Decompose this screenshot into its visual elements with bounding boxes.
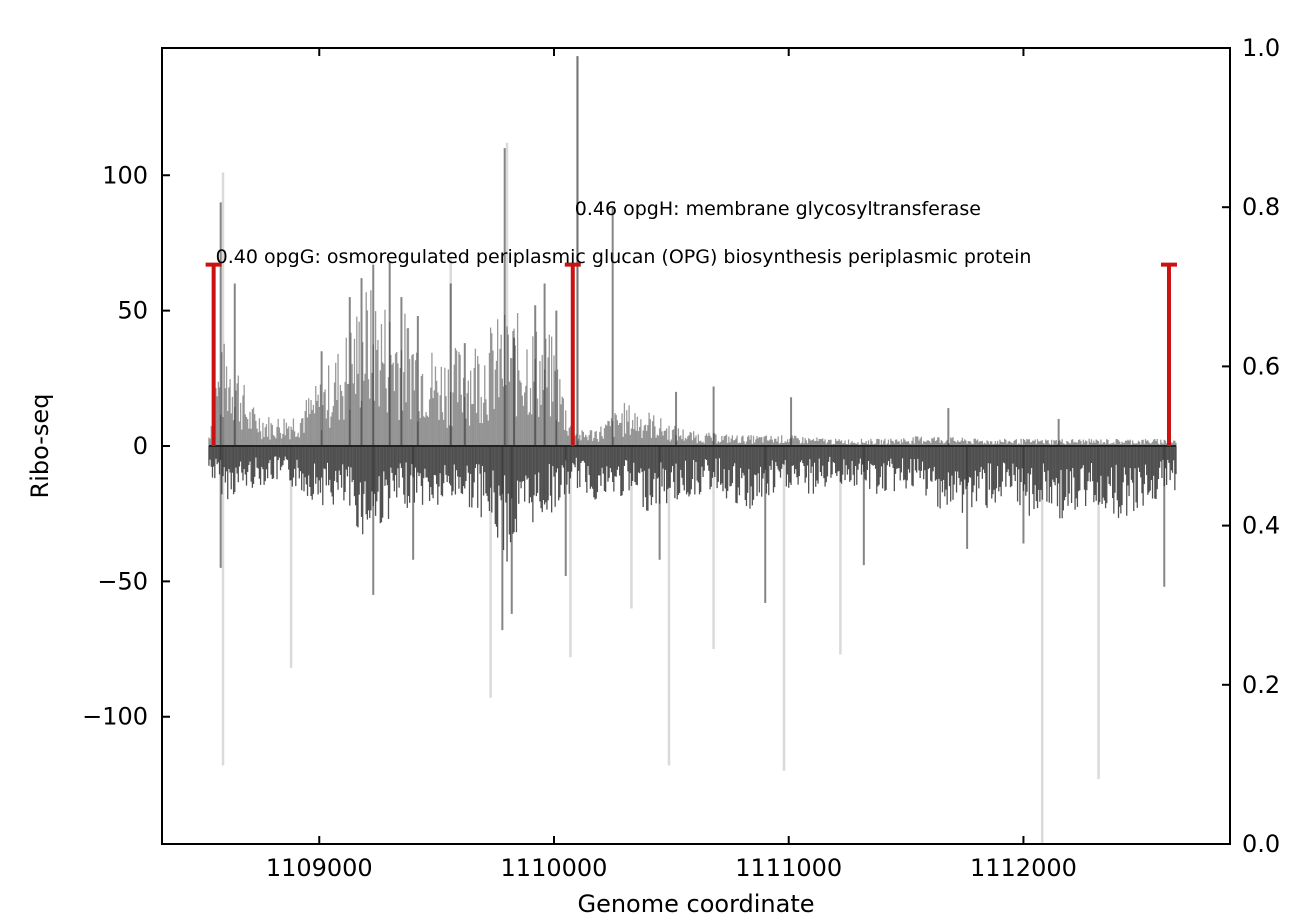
x-tick-label: 1111000 bbox=[735, 854, 842, 882]
gene-label-opgG: 0.40 opgG: osmoregulated periplasmic glu… bbox=[216, 246, 1032, 268]
y2-tick-label: 1.0 bbox=[1242, 34, 1280, 62]
y2-tick-label: 0.6 bbox=[1242, 352, 1280, 380]
y-tick-label: 100 bbox=[102, 161, 148, 189]
y2-tick-label: 0.2 bbox=[1242, 671, 1280, 699]
y-axis-label: Ribo-seq bbox=[26, 394, 54, 499]
gene-label-opgH: 0.46 opgH: membrane glycosyltransferase bbox=[575, 198, 981, 220]
signal-layer bbox=[208, 56, 1177, 844]
x-axis-label: Genome coordinate bbox=[577, 890, 814, 918]
y-axis: −100 −50 0 50 100 bbox=[82, 161, 170, 731]
y2-tick-label: 0.8 bbox=[1242, 193, 1280, 221]
gene-layer: 0.40 opgG: osmoregulated periplasmic glu… bbox=[205, 198, 1177, 446]
y-tick-label: −100 bbox=[82, 703, 148, 731]
x-tick-label: 1112000 bbox=[970, 854, 1077, 882]
y-tick-label: 50 bbox=[117, 297, 148, 325]
y2-tick-label: 0.4 bbox=[1242, 512, 1280, 540]
x-axis: 1109000 1110000 1111000 1112000 bbox=[266, 48, 1077, 882]
x-tick-label: 1110000 bbox=[501, 854, 608, 882]
y-tick-label: 0 bbox=[133, 432, 148, 460]
x-tick-label: 1109000 bbox=[266, 854, 373, 882]
y2-tick-label: 0.0 bbox=[1242, 830, 1280, 858]
y-tick-label: −50 bbox=[97, 567, 148, 595]
y2-axis: 0.0 0.2 0.4 0.6 0.8 1.0 bbox=[1222, 34, 1280, 858]
